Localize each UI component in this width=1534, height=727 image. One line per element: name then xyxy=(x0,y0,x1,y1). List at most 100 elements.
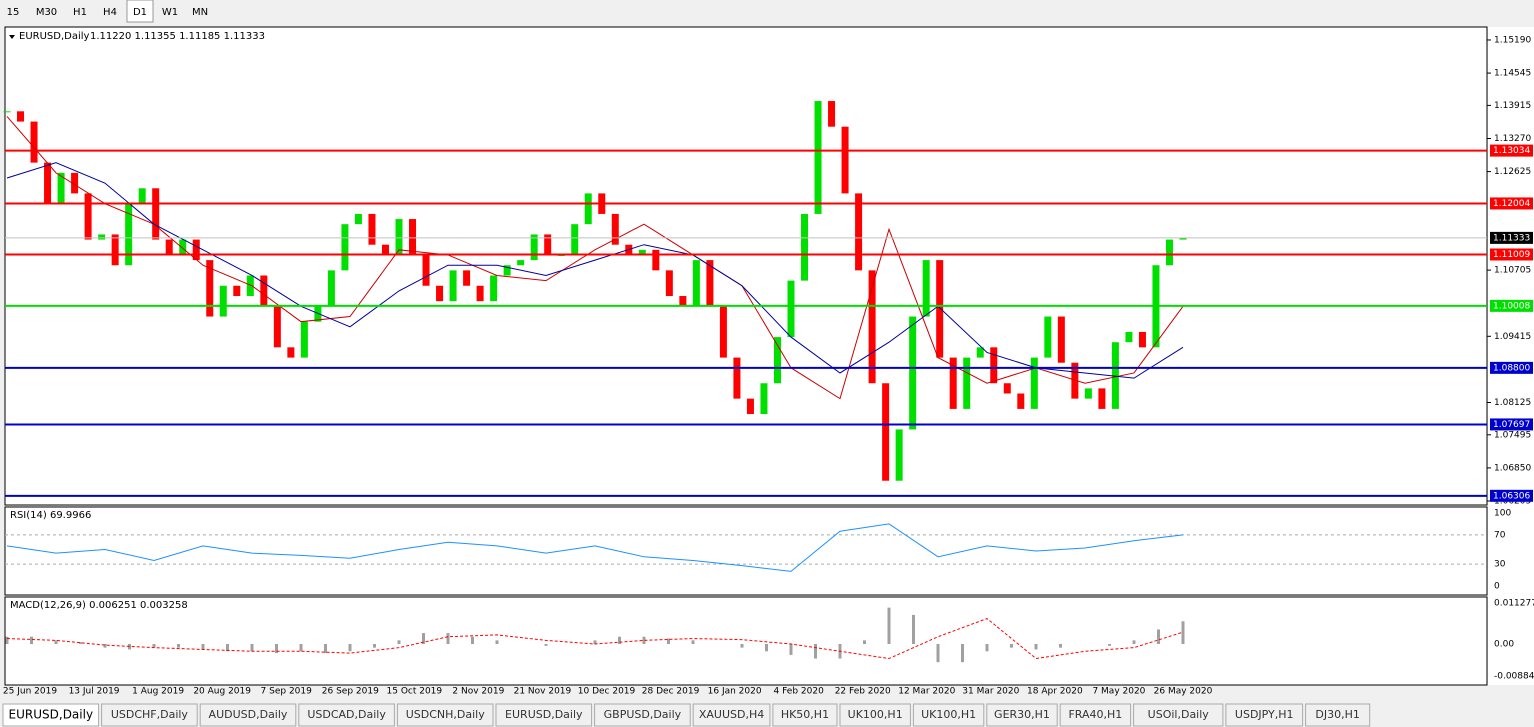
chart-title: EURUSD,Daily xyxy=(19,31,90,42)
tab[interactable] xyxy=(772,703,838,727)
tab-label[interactable]: FRA40,H1 xyxy=(1068,708,1122,721)
tab-label[interactable]: AUDUSD,Daily xyxy=(209,708,288,721)
macd-tick: -0.008845 xyxy=(1494,672,1534,682)
tab-label[interactable]: GBPUSD,Daily xyxy=(604,708,682,721)
tab-label[interactable]: EURUSD,Daily xyxy=(505,708,583,721)
tab-label[interactable]: USOil,Daily xyxy=(1148,708,1210,721)
price-label: 1.08125 xyxy=(1494,398,1531,408)
date-label: 26 May 2020 xyxy=(1154,687,1213,697)
price-label: 1.13270 xyxy=(1494,134,1531,144)
candle xyxy=(44,162,52,204)
tab-label[interactable]: UK100,H1 xyxy=(921,708,976,721)
tab[interactable] xyxy=(1133,703,1224,727)
candle xyxy=(611,213,619,245)
tab[interactable] xyxy=(986,703,1058,727)
candle xyxy=(1179,237,1187,240)
candle xyxy=(192,239,200,261)
menu-arrow xyxy=(9,35,15,39)
timeframe-label[interactable]: 15 xyxy=(7,7,20,18)
tab-label[interactable]: UK100,H1 xyxy=(848,708,903,721)
timeframe-label[interactable]: MN xyxy=(192,7,208,18)
timeframe-label[interactable]: M30 xyxy=(36,7,57,18)
tab[interactable] xyxy=(298,703,395,727)
tab[interactable] xyxy=(1225,703,1304,727)
date-label: 16 Jan 2020 xyxy=(708,687,762,697)
candle xyxy=(1084,388,1092,399)
candle xyxy=(3,111,11,113)
tab-label[interactable]: EURUSD,Daily xyxy=(9,708,94,722)
timeframe-button[interactable] xyxy=(0,0,26,22)
tab[interactable] xyxy=(912,703,985,727)
price-label: 1.15190 xyxy=(1494,35,1531,45)
tab[interactable] xyxy=(495,703,593,727)
date-label: 4 Feb 2020 xyxy=(774,687,825,697)
tab[interactable] xyxy=(1305,703,1371,727)
candle xyxy=(895,429,903,481)
timeframe-label[interactable]: H4 xyxy=(103,7,117,18)
candle xyxy=(503,265,511,276)
tab[interactable] xyxy=(839,703,911,727)
tab-label[interactable]: USDCNH,Daily xyxy=(406,708,486,721)
tab-label[interactable]: USDCAD,Daily xyxy=(307,708,386,721)
chart-quote: 1.11220 1.11355 1.11185 1.11333 xyxy=(90,31,265,42)
timeframe-button[interactable] xyxy=(30,0,63,22)
candle xyxy=(125,203,133,266)
candle xyxy=(273,306,281,348)
level-tag xyxy=(1490,197,1533,210)
tab-label[interactable]: USDJPY,H1 xyxy=(1235,708,1294,721)
tab-label[interactable]: DJ30,H1 xyxy=(1315,708,1359,721)
candle xyxy=(1030,357,1038,409)
candle xyxy=(368,213,376,245)
candle xyxy=(1111,342,1119,409)
tab-label[interactable]: USDCHF,Daily xyxy=(111,708,189,721)
candle xyxy=(990,347,998,384)
candle xyxy=(300,321,308,358)
tab[interactable] xyxy=(101,703,198,727)
timeframe-label[interactable]: D1 xyxy=(133,7,147,18)
candle xyxy=(314,306,322,322)
candle xyxy=(530,234,538,261)
tab[interactable] xyxy=(2,703,100,727)
candle xyxy=(733,357,741,399)
level-label: 1.12004 xyxy=(1493,199,1530,209)
timeframe-label[interactable]: H1 xyxy=(73,7,87,18)
candle xyxy=(571,224,579,255)
tab[interactable] xyxy=(199,703,297,727)
tab[interactable] xyxy=(692,703,771,727)
date-label: 22 Feb 2020 xyxy=(835,687,891,697)
tab-label[interactable]: GER30,H1 xyxy=(994,708,1050,721)
price-label: 1.06850 xyxy=(1494,463,1531,473)
level-label: 1.08800 xyxy=(1493,363,1530,373)
candle xyxy=(963,357,971,409)
timeframe-button[interactable] xyxy=(97,0,123,22)
date-label: 21 Nov 2019 xyxy=(514,687,572,697)
timeframe-label[interactable]: W1 xyxy=(162,7,178,18)
tab[interactable] xyxy=(1059,703,1132,727)
price-label: 1.12625 xyxy=(1494,167,1531,177)
tab[interactable] xyxy=(396,703,494,727)
timeframe-button[interactable] xyxy=(187,0,213,22)
rsi-label: RSI(14) 69.9966 xyxy=(10,510,91,521)
candle xyxy=(517,260,525,266)
candle xyxy=(1071,362,1079,399)
price-label: 1.14545 xyxy=(1494,69,1531,79)
candle xyxy=(165,239,173,255)
date-label: 20 Aug 2019 xyxy=(193,687,251,697)
tab-label[interactable]: XAUUSD,H4 xyxy=(699,708,764,721)
tab-label[interactable]: HK50,H1 xyxy=(781,708,829,721)
timeframe-button[interactable] xyxy=(157,0,183,22)
candle xyxy=(719,306,727,358)
date-label: 31 Mar 2020 xyxy=(962,687,1019,697)
tab[interactable] xyxy=(594,703,691,727)
rsi-pane xyxy=(4,506,1488,596)
candle xyxy=(17,111,25,122)
candle xyxy=(233,285,241,297)
candle xyxy=(98,234,106,240)
candle xyxy=(679,296,687,307)
candle xyxy=(841,126,849,194)
date-label: 28 Dec 2019 xyxy=(642,687,700,697)
timeframe-button[interactable] xyxy=(67,0,93,22)
candle xyxy=(855,193,863,271)
timeframe-button[interactable] xyxy=(126,0,154,23)
candle xyxy=(638,249,646,255)
